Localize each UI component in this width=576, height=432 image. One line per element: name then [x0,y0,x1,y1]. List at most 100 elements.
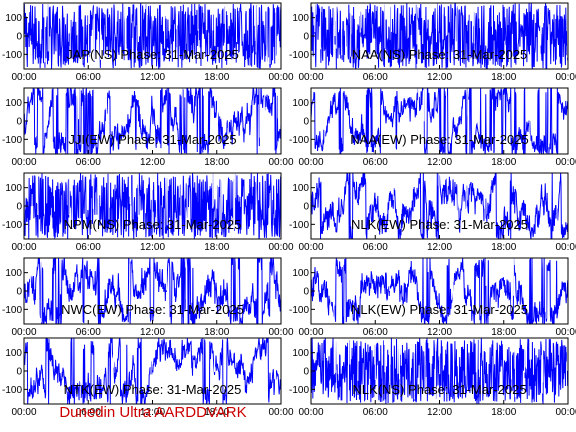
y-tick-label: 100 [292,98,309,109]
x-tick-label: 12:00 [427,327,452,338]
y-tick-label: -100 [2,135,22,146]
x-tick-label: 12:00 [140,72,165,83]
x-tick-label: 18:00 [204,72,229,83]
y-tick-label: 0 [16,367,22,378]
x-tick-label: 00:00 [555,407,576,418]
x-tick-label: 12:00 [427,72,452,83]
x-tick-label: 06:00 [363,407,388,418]
x-tick-label: 00:00 [298,157,323,168]
x-tick-label: 18:00 [491,407,516,418]
y-tick-label: 100 [5,98,22,109]
y-tick-label: 0 [16,117,22,128]
x-tick-label: 06:00 [76,72,101,83]
y-tick-label: 0 [303,32,309,43]
x-tick-label: 06:00 [76,157,101,168]
x-tick-label: 00:00 [298,72,323,83]
chart-title: NTK(EW) Phase: 31-Mar-2025 [64,382,242,397]
chart-title: JJI(EW) Phase: 31-Mar-2025 [68,132,236,147]
x-tick-label: 18:00 [204,327,229,338]
chart-panel: 100 0 -100 00:00 06:00 12:00 18:00 00:00 NLK(NS)… [289,337,576,418]
x-tick-label: 00:00 [298,407,323,418]
y-tick-label: 100 [292,183,309,194]
x-tick-label: 00:00 [555,157,576,168]
series-line [24,88,281,154]
x-tick-label: 06:00 [76,242,101,253]
chart-title: NAA(EW) Phase: 31-Mar-2025 [350,132,528,147]
x-tick-label: 00:00 [268,72,293,83]
x-tick-label: 12:00 [427,157,452,168]
y-tick-label: 100 [5,348,22,359]
series-line [24,338,281,404]
x-tick-label: 00:00 [298,242,323,253]
x-tick-label: 00:00 [268,242,293,253]
y-tick-label: 100 [5,13,22,24]
y-tick-label: -100 [289,305,309,316]
x-tick-label: 12:00 [427,242,452,253]
x-tick-label: 00:00 [11,72,36,83]
series-line [311,338,568,404]
y-tick-label: -100 [289,385,309,396]
x-tick-label: 06:00 [363,242,388,253]
x-tick-label: 18:00 [491,157,516,168]
footer-text: Dunedin Ultra AARDDVARK [59,404,247,421]
chart-panel: 100 0 -100 00:00 06:00 12:00 18:00 00:00 NPM(NS)… [2,172,294,253]
x-tick-label: 00:00 [555,327,576,338]
y-tick-label: 0 [303,367,309,378]
x-tick-label: 12:00 [427,407,452,418]
x-tick-label: 00:00 [268,327,293,338]
y-tick-label: -100 [289,220,309,231]
x-tick-label: 00:00 [555,242,576,253]
series-line [24,258,281,324]
x-tick-label: 06:00 [363,157,388,168]
y-tick-label: 0 [16,202,22,213]
x-tick-label: 00:00 [11,242,36,253]
y-tick-label: -100 [289,50,309,61]
series-line [24,3,281,69]
y-tick-label: 0 [16,32,22,43]
x-tick-label: 12:00 [140,242,165,253]
y-tick-label: 100 [292,268,309,279]
y-tick-label: 0 [303,287,309,298]
x-tick-label: 12:00 [140,327,165,338]
chart-panel: 100 0 -100 00:00 06:00 12:00 18:00 00:00 NTK(EW)… [2,337,294,418]
chart-title: NAA(NS) Phase: 31-Mar-2025 [352,47,528,62]
x-tick-label: 18:00 [204,157,229,168]
x-tick-label: 06:00 [76,407,101,418]
chart-panel: 100 0 -100 00:00 06:00 12:00 18:00 00:00 NLK(EW)… [289,172,576,253]
y-tick-label: -100 [2,220,22,231]
chart-title: NLK(EW) Phase: 31-Mar-2025 [351,217,528,232]
x-tick-label: 18:00 [204,407,229,418]
y-tick-label: 100 [5,268,22,279]
chart-panel: 100 0 -100 00:00 06:00 12:00 18:00 00:00 JAP(NS)… [2,2,294,83]
x-tick-label: 00:00 [268,407,293,418]
chart-title: NPM(NS) Phase: 31-Mar-2025 [64,217,242,232]
footer-label: Dunedin Ultra AARDDVARK [0,404,576,421]
y-tick-label: 100 [292,13,309,24]
y-tick-label: -100 [2,50,22,61]
series-line [311,3,568,69]
y-tick-label: 100 [292,348,309,359]
chart-panel: 100 0 -100 00:00 06:00 12:00 18:00 00:00 NWC(EW)… [2,257,294,338]
x-tick-label: 06:00 [363,327,388,338]
x-tick-label: 18:00 [491,72,516,83]
y-tick-label: 0 [16,287,22,298]
x-tick-label: 00:00 [298,327,323,338]
y-tick-label: 0 [303,202,309,213]
x-tick-label: 18:00 [204,242,229,253]
chart-panel: 100 0 -100 00:00 06:00 12:00 18:00 00:00 NAA(NS)… [289,2,576,83]
y-tick-label: 100 [5,183,22,194]
x-tick-label: 00:00 [11,407,36,418]
y-tick-label: -100 [2,385,22,396]
chart-panel: 100 0 -100 00:00 06:00 12:00 18:00 00:00 JJI(EW)… [2,87,294,168]
y-tick-label: -100 [2,305,22,316]
series-line [311,88,568,154]
series-line [311,258,568,324]
chart-panel: 100 0 -100 00:00 06:00 12:00 18:00 00:00 NAA(EW)… [289,87,576,168]
x-tick-label: 18:00 [491,242,516,253]
chart-title: JAP(NS) Phase: 31-Mar-2025 [66,47,239,62]
x-tick-label: 18:00 [491,327,516,338]
x-tick-label: 12:00 [140,157,165,168]
x-tick-label: 12:00 [140,407,165,418]
x-tick-label: 00:00 [11,157,36,168]
y-tick-label: -100 [289,135,309,146]
